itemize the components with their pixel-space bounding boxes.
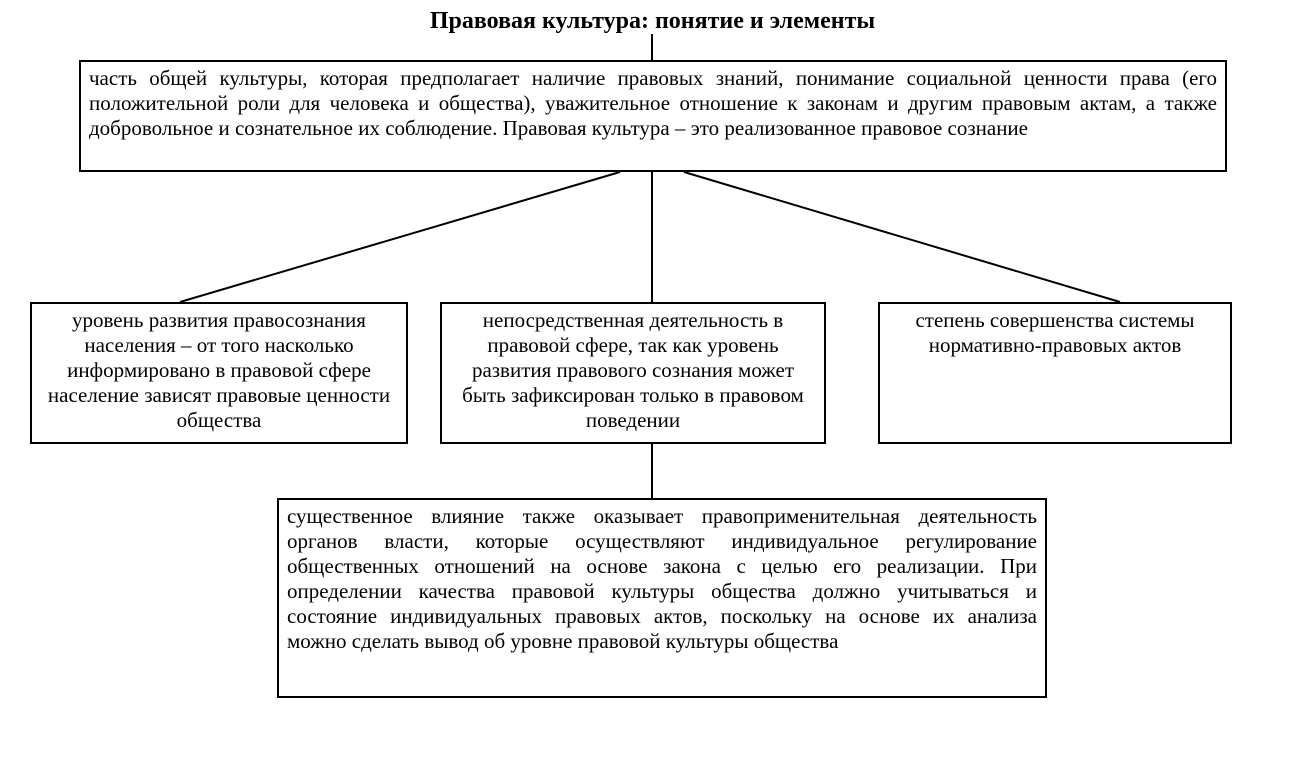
- element-mid-box: непосредственная деятельность в правовой…: [440, 302, 826, 444]
- element-right-box: степень совершенства системы нормативно-…: [878, 302, 1232, 444]
- element-left-box: уровень развития правосознания населения…: [30, 302, 408, 444]
- diagram-title: Правовая культура: понятие и элементы: [0, 8, 1305, 35]
- bottom-box: существенное влияние также оказывает пра…: [277, 498, 1047, 698]
- definition-box: часть общей культуры, которая предполага…: [79, 60, 1227, 172]
